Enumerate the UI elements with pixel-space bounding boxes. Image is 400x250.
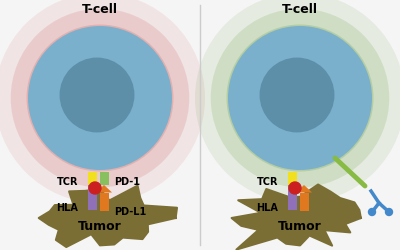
Circle shape — [0, 0, 205, 203]
Text: Tumor: Tumor — [78, 220, 122, 232]
Text: HLA: HLA — [256, 203, 278, 213]
Circle shape — [28, 26, 172, 170]
Circle shape — [368, 208, 376, 216]
Text: TCR: TCR — [56, 177, 78, 187]
Polygon shape — [39, 186, 177, 247]
Text: TCR: TCR — [256, 177, 278, 187]
Circle shape — [42, 40, 158, 156]
Text: T-cell: T-cell — [282, 3, 318, 16]
Text: PD-L1: PD-L1 — [114, 207, 146, 217]
Circle shape — [195, 0, 400, 203]
Circle shape — [242, 40, 358, 156]
Bar — [88, 185, 96, 210]
Bar — [100, 192, 108, 211]
Circle shape — [260, 58, 334, 132]
Circle shape — [228, 26, 372, 170]
Bar — [300, 192, 308, 211]
Circle shape — [11, 9, 189, 187]
Text: Tumor: Tumor — [278, 220, 322, 232]
Bar — [288, 185, 296, 210]
Bar — [88, 172, 96, 185]
Text: PD-1: PD-1 — [114, 177, 140, 187]
Circle shape — [226, 24, 374, 172]
Polygon shape — [232, 184, 361, 250]
Bar — [100, 172, 108, 185]
Text: T-cell: T-cell — [82, 3, 118, 16]
Text: HLA: HLA — [56, 203, 78, 213]
Circle shape — [60, 58, 134, 132]
Circle shape — [289, 182, 301, 194]
Circle shape — [26, 24, 174, 172]
Bar — [288, 172, 296, 185]
Circle shape — [211, 9, 389, 187]
Circle shape — [89, 182, 101, 194]
Polygon shape — [296, 185, 312, 192]
Circle shape — [386, 208, 392, 216]
Polygon shape — [96, 185, 112, 192]
